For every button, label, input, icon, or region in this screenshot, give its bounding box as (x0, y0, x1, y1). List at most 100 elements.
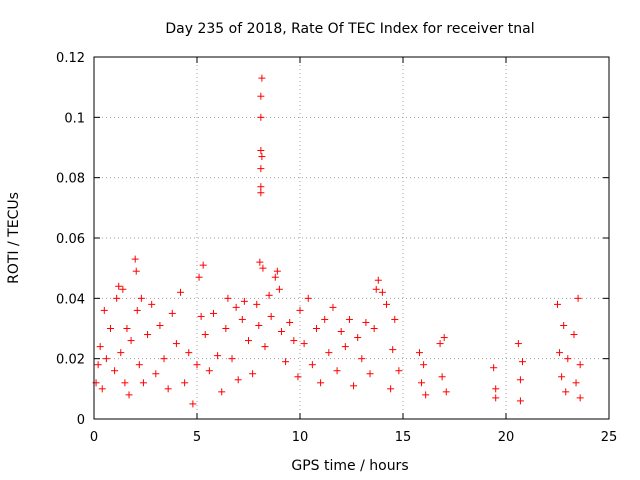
y-tick-label: 0 (77, 413, 85, 428)
data-point (442, 388, 450, 396)
data-point (350, 382, 358, 390)
data-point (181, 379, 189, 387)
data-point (492, 385, 500, 393)
data-point (554, 300, 561, 308)
data-point (139, 379, 147, 387)
axis-ticks (93, 56, 610, 420)
data-point (317, 379, 325, 387)
data-point (228, 355, 236, 363)
data-point (267, 312, 275, 320)
data-point (358, 355, 366, 363)
data-point (102, 355, 110, 363)
data-point (574, 294, 582, 302)
data-point (209, 309, 217, 317)
data-point (436, 340, 444, 348)
data-point (516, 376, 524, 384)
data-point (245, 337, 252, 345)
data-point (258, 74, 266, 82)
data-point (333, 367, 341, 375)
plot-frame (93, 56, 610, 420)
data-point (201, 331, 209, 339)
data-point (164, 385, 172, 393)
data-point (383, 300, 391, 308)
data-point (199, 261, 207, 269)
data-point (132, 267, 140, 275)
data-point (222, 325, 230, 332)
data-point (115, 282, 123, 290)
data-point (516, 397, 524, 405)
data-point (257, 189, 265, 197)
data-point (224, 294, 232, 302)
x-tick-label: 10 (292, 430, 309, 445)
data-point (304, 294, 312, 302)
data-point (395, 367, 403, 375)
data-point (308, 361, 316, 369)
x-axis-label: GPS time / hours (291, 458, 408, 474)
data-point (133, 306, 141, 314)
data-point (290, 337, 298, 345)
data-point (265, 291, 273, 299)
data-point (257, 183, 265, 191)
data-point (259, 264, 267, 272)
data-point (570, 331, 578, 339)
data-point (277, 328, 285, 336)
data-point (240, 297, 248, 305)
y-axis-label: ROTI / TECUs (6, 192, 22, 284)
x-tick-labels: 0 5 10 15 20 25 (90, 430, 617, 445)
data-point (325, 349, 333, 357)
data-point (172, 340, 180, 348)
data-point (121, 379, 129, 387)
data-point (257, 147, 265, 155)
data-point (556, 349, 564, 357)
data-point (123, 325, 131, 332)
data-point (168, 309, 176, 317)
y-tick-label: 0.04 (56, 292, 85, 307)
data-point (275, 285, 283, 293)
data-point (420, 361, 428, 369)
data-point (438, 373, 446, 381)
data-point (234, 376, 242, 384)
data-point (321, 315, 329, 323)
data-point (257, 92, 265, 100)
x-tick-label: 5 (193, 430, 201, 445)
data-point (98, 385, 106, 393)
y-tick-label: 0.06 (56, 232, 85, 247)
data-point (387, 385, 395, 393)
data-point (558, 373, 566, 381)
data-point (514, 340, 522, 348)
data-point (271, 273, 279, 281)
data-point (96, 343, 104, 351)
data-point (372, 285, 380, 293)
data-point (256, 258, 264, 266)
data-point (273, 267, 281, 275)
data-point (177, 288, 185, 296)
data-point (286, 318, 294, 326)
data-point (195, 273, 203, 281)
data-point (422, 391, 430, 399)
data-point (214, 352, 222, 360)
data-point (337, 328, 345, 336)
data-point (518, 358, 526, 366)
data-point (312, 325, 320, 332)
grid-lines (94, 57, 609, 419)
data-point (135, 361, 143, 369)
data-point (160, 355, 168, 363)
data-point (125, 391, 133, 399)
data-point (127, 337, 135, 345)
data-point (205, 367, 213, 375)
data-point (119, 285, 127, 293)
data-point (111, 367, 119, 375)
data-point (341, 343, 349, 351)
data-point (197, 312, 205, 320)
data-point (354, 334, 362, 342)
y-tick-label: 0.12 (56, 51, 85, 66)
data-point (370, 325, 378, 332)
data-point (490, 364, 498, 372)
data-point (148, 300, 156, 308)
data-points (92, 74, 584, 408)
data-point (185, 349, 193, 357)
data-point (255, 321, 263, 329)
data-point (366, 370, 374, 378)
data-point (144, 331, 152, 339)
